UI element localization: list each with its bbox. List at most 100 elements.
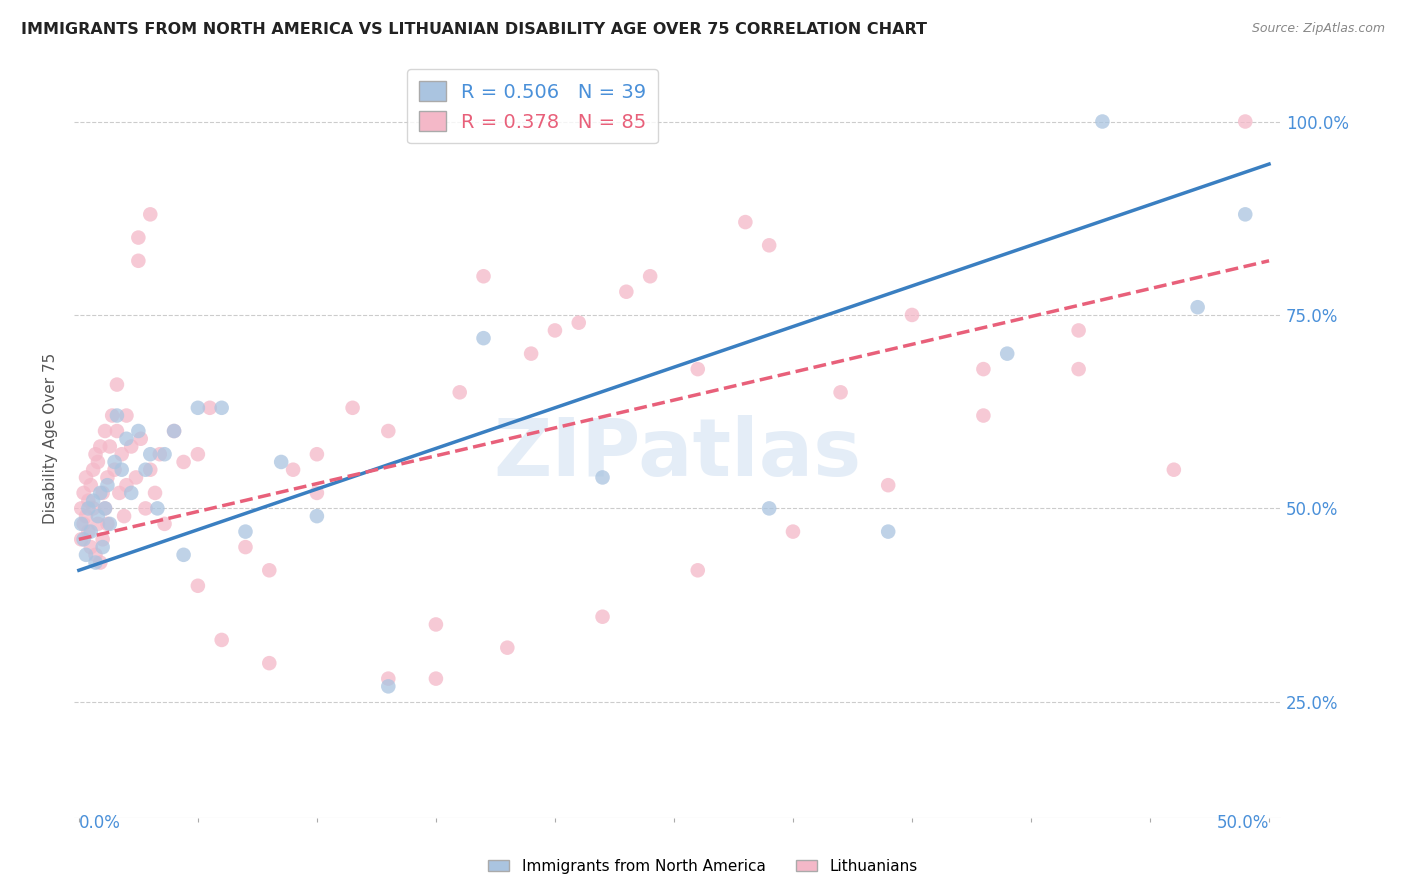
Point xyxy=(101,409,124,423)
Point xyxy=(377,679,399,693)
Point xyxy=(211,401,233,415)
Point xyxy=(568,316,591,330)
Point xyxy=(98,516,121,531)
Point xyxy=(1187,300,1209,314)
Point xyxy=(877,478,900,492)
Point xyxy=(153,447,176,461)
Point xyxy=(143,486,166,500)
Point xyxy=(70,533,93,547)
Point xyxy=(87,516,110,531)
Point xyxy=(187,401,209,415)
Point xyxy=(173,548,195,562)
Point xyxy=(149,447,172,461)
Point xyxy=(592,470,614,484)
Point xyxy=(163,424,186,438)
Point xyxy=(638,269,661,284)
Point xyxy=(153,516,176,531)
Point xyxy=(77,524,100,539)
Legend: Immigrants from North America, Lithuanians: Immigrants from North America, Lithuania… xyxy=(482,853,924,880)
Point xyxy=(127,424,149,438)
Point xyxy=(94,424,117,438)
Point xyxy=(496,640,519,655)
Point xyxy=(782,524,804,539)
Text: IMMIGRANTS FROM NORTH AMERICA VS LITHUANIAN DISABILITY AGE OVER 75 CORRELATION C: IMMIGRANTS FROM NORTH AMERICA VS LITHUAN… xyxy=(21,22,927,37)
Point xyxy=(77,493,100,508)
Point xyxy=(187,579,209,593)
Point xyxy=(98,440,121,454)
Point xyxy=(105,377,128,392)
Point xyxy=(235,524,257,539)
Point xyxy=(111,447,134,461)
Point xyxy=(734,215,756,229)
Point xyxy=(544,323,567,337)
Point xyxy=(520,346,543,360)
Point xyxy=(305,486,328,500)
Point xyxy=(91,533,114,547)
Point xyxy=(77,501,100,516)
Point xyxy=(1163,463,1185,477)
Point xyxy=(87,455,110,469)
Point xyxy=(127,253,149,268)
Point xyxy=(877,524,900,539)
Y-axis label: Disability Age Over 75: Disability Age Over 75 xyxy=(44,353,58,524)
Point xyxy=(80,524,103,539)
Point xyxy=(82,493,104,508)
Point xyxy=(1067,323,1090,337)
Point xyxy=(686,362,709,376)
Point xyxy=(1234,114,1257,128)
Point xyxy=(70,501,93,516)
Point xyxy=(96,516,118,531)
Point xyxy=(115,478,138,492)
Point xyxy=(70,516,93,531)
Point xyxy=(305,509,328,524)
Point xyxy=(425,672,447,686)
Point xyxy=(94,501,117,516)
Point xyxy=(82,501,104,516)
Point xyxy=(94,501,117,516)
Text: 0.0%: 0.0% xyxy=(79,814,121,832)
Point xyxy=(127,230,149,244)
Point xyxy=(111,463,134,477)
Text: ZIPatlas: ZIPatlas xyxy=(494,415,862,493)
Point xyxy=(995,346,1018,360)
Point xyxy=(84,548,107,562)
Point xyxy=(89,556,111,570)
Point xyxy=(120,440,142,454)
Point xyxy=(91,540,114,554)
Point xyxy=(1091,114,1114,128)
Point xyxy=(139,463,162,477)
Point xyxy=(89,486,111,500)
Point xyxy=(72,486,94,500)
Point xyxy=(972,409,994,423)
Point xyxy=(120,486,142,500)
Point xyxy=(96,478,118,492)
Point xyxy=(129,432,152,446)
Point xyxy=(112,509,135,524)
Point xyxy=(211,632,233,647)
Point xyxy=(115,409,138,423)
Point xyxy=(758,501,780,516)
Point xyxy=(259,656,281,670)
Point xyxy=(125,470,148,484)
Point xyxy=(134,501,156,516)
Point xyxy=(108,486,131,500)
Point xyxy=(901,308,924,322)
Point xyxy=(105,424,128,438)
Point xyxy=(75,470,97,484)
Point xyxy=(139,207,162,221)
Point xyxy=(173,455,195,469)
Point xyxy=(758,238,780,252)
Point xyxy=(472,331,495,345)
Point xyxy=(305,447,328,461)
Text: Source: ZipAtlas.com: Source: ZipAtlas.com xyxy=(1251,22,1385,36)
Point xyxy=(281,463,304,477)
Point xyxy=(259,563,281,577)
Point xyxy=(425,617,447,632)
Point xyxy=(972,362,994,376)
Point xyxy=(187,447,209,461)
Text: 50.0%: 50.0% xyxy=(1216,814,1270,832)
Point xyxy=(686,563,709,577)
Point xyxy=(163,424,186,438)
Point xyxy=(72,516,94,531)
Legend: R = 0.506   N = 39, R = 0.378   N = 85: R = 0.506 N = 39, R = 0.378 N = 85 xyxy=(406,70,658,144)
